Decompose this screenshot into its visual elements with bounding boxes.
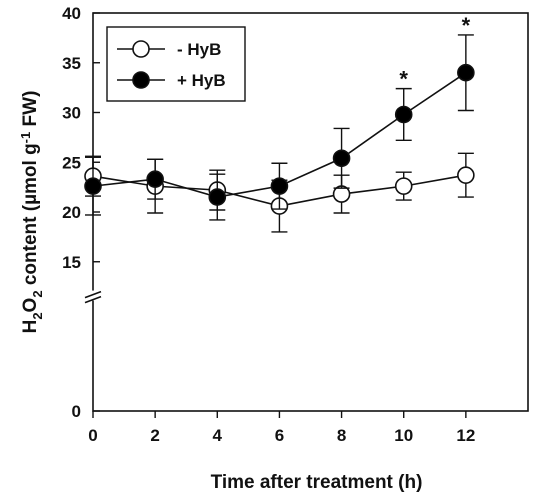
data-point: [457, 63, 475, 82]
legend-label: - HyB: [177, 40, 221, 59]
y-tick-label: 0: [72, 402, 81, 421]
legend-box: [106, 26, 246, 102]
axis-break-gap: [85, 290, 101, 301]
y-tick-label: 20: [62, 203, 81, 222]
x-tick-label: 8: [337, 426, 346, 445]
legend-label: + HyB: [177, 71, 226, 90]
y-tick-label: 25: [62, 153, 81, 172]
series-layer: **: [84, 13, 475, 233]
data-point: [84, 177, 102, 195]
axes-layer: 0 15 20 25 30 35 40 0 2 4 6 8 10 12: [62, 4, 475, 445]
data-point: [208, 188, 227, 206]
data-point: [457, 166, 475, 184]
y-axis-label-part: 2: [30, 290, 45, 297]
data-point: [394, 177, 413, 195]
x-axis-label: Time after treatment (h): [211, 472, 423, 493]
x-tick-label: 12: [456, 426, 475, 445]
y-tick-label: 35: [62, 54, 81, 73]
data-point: [146, 170, 164, 188]
x-tick-label: 0: [88, 426, 97, 445]
y-axis-label: H2O2 content (µmol g-1 FW): [18, 91, 45, 334]
y-axis-label-part: O: [20, 298, 41, 313]
y-tick-label: 15: [62, 253, 81, 272]
legend: - HyB + HyB: [106, 26, 246, 102]
y-axis-label-part: FW): [20, 91, 41, 132]
x-tick-label: 6: [275, 426, 284, 445]
y-axis-label-part: 2: [30, 312, 45, 319]
legend-marker: [132, 40, 150, 58]
x-tick-label: 2: [150, 426, 159, 445]
axis-break-mark: [84, 290, 102, 299]
significance-marker: *: [399, 67, 408, 92]
x-tick-label: 4: [213, 426, 223, 445]
axis-break-mark: [84, 295, 102, 304]
y-axis-label-part: H: [20, 320, 41, 334]
y-tick-label: 40: [62, 4, 81, 23]
legend-marker: [132, 71, 150, 89]
x-tick-label: 10: [394, 426, 413, 445]
y-axis-label-part: content (µmol g: [20, 143, 41, 290]
data-point: [394, 105, 413, 124]
significance-marker: *: [462, 13, 471, 38]
series-plus-hyb: [84, 34, 475, 221]
data-point: [270, 177, 289, 195]
data-point: [332, 149, 351, 168]
y-axis-label-part: -1: [18, 132, 33, 144]
y-tick-label: 30: [62, 104, 81, 123]
